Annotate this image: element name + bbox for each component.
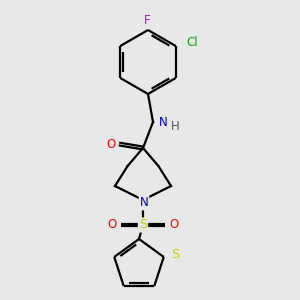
Text: F: F <box>144 14 150 26</box>
Text: H: H <box>171 121 180 134</box>
Text: O: O <box>107 218 117 232</box>
Text: N: N <box>140 196 148 209</box>
Text: S: S <box>172 248 180 262</box>
Text: O: O <box>169 218 178 232</box>
Text: S: S <box>139 218 147 232</box>
Text: O: O <box>106 137 116 151</box>
Text: Cl: Cl <box>186 35 197 49</box>
Text: N: N <box>159 116 168 130</box>
